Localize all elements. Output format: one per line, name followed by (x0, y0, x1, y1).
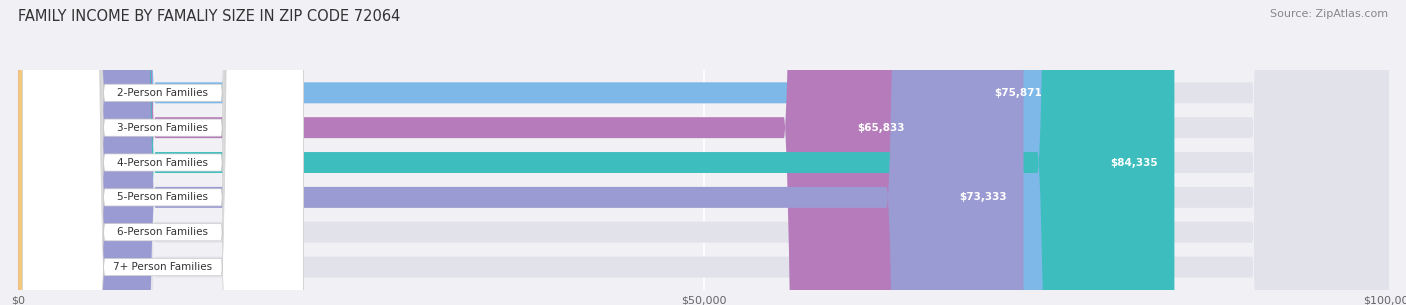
Text: Source: ZipAtlas.com: Source: ZipAtlas.com (1270, 9, 1388, 19)
FancyBboxPatch shape (18, 0, 1389, 305)
FancyBboxPatch shape (22, 0, 304, 305)
Text: $84,335: $84,335 (1111, 157, 1159, 167)
Text: $0: $0 (107, 262, 122, 272)
FancyBboxPatch shape (18, 0, 1389, 305)
Text: FAMILY INCOME BY FAMALIY SIZE IN ZIP CODE 72064: FAMILY INCOME BY FAMALIY SIZE IN ZIP COD… (18, 9, 401, 24)
FancyBboxPatch shape (18, 0, 921, 305)
FancyBboxPatch shape (18, 0, 1389, 305)
Text: $73,333: $73,333 (959, 192, 1007, 203)
FancyBboxPatch shape (18, 0, 1389, 305)
Text: 6-Person Families: 6-Person Families (118, 227, 208, 237)
FancyBboxPatch shape (22, 0, 304, 305)
Text: $75,871: $75,871 (994, 88, 1042, 98)
FancyBboxPatch shape (18, 0, 1024, 305)
FancyBboxPatch shape (18, 0, 87, 305)
Text: 3-Person Families: 3-Person Families (118, 123, 208, 133)
Text: 2-Person Families: 2-Person Families (118, 88, 208, 98)
FancyBboxPatch shape (22, 0, 304, 305)
FancyBboxPatch shape (18, 0, 1174, 305)
FancyBboxPatch shape (18, 0, 87, 305)
FancyBboxPatch shape (18, 0, 1389, 305)
Text: 7+ Person Families: 7+ Person Families (114, 262, 212, 272)
FancyBboxPatch shape (22, 0, 304, 305)
Text: $65,833: $65,833 (856, 123, 904, 133)
Text: 4-Person Families: 4-Person Families (118, 157, 208, 167)
FancyBboxPatch shape (18, 0, 1389, 305)
FancyBboxPatch shape (22, 0, 304, 305)
FancyBboxPatch shape (18, 0, 1059, 305)
FancyBboxPatch shape (22, 0, 304, 305)
Text: $0: $0 (107, 227, 122, 237)
Text: 5-Person Families: 5-Person Families (118, 192, 208, 203)
